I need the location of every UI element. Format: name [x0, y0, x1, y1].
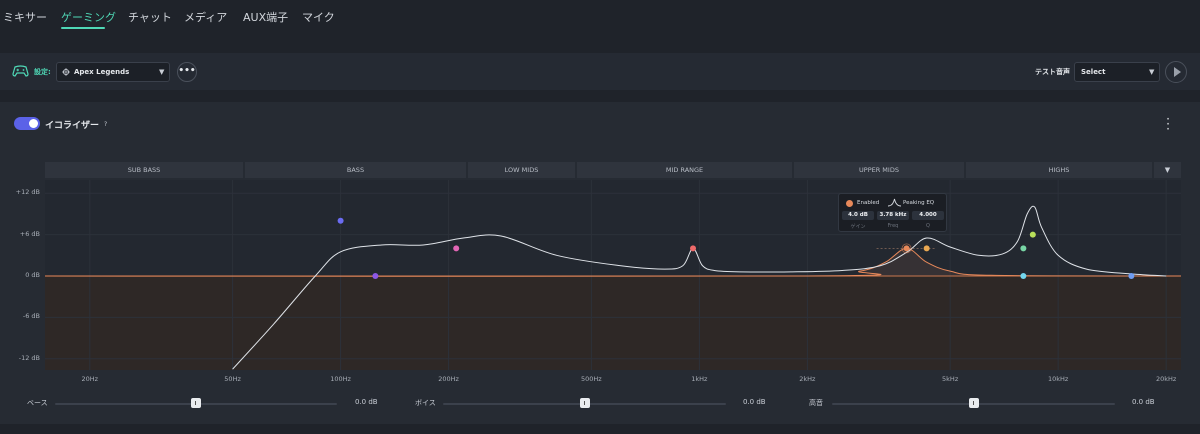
eq-band-point[interactable] [1020, 273, 1027, 279]
x-tick-label: 10kHz [1047, 375, 1069, 383]
y-tick-label: -12 dB [18, 353, 40, 362]
tab-mixer[interactable]: ミキサー [3, 11, 47, 24]
settings-label: 設定: [34, 68, 51, 76]
chevron-down-icon: ▼ [1149, 68, 1155, 76]
tab-chat[interactable]: チャット [128, 11, 172, 24]
crosshair-icon [62, 68, 70, 76]
q-field[interactable]: 4.000 [912, 211, 944, 220]
eq-band-point[interactable] [1128, 273, 1135, 279]
bass-slider-thumb[interactable] [191, 398, 201, 408]
y-tick-label: +6 dB [19, 229, 40, 238]
test-sound-select[interactable]: Select ▼ [1074, 62, 1160, 82]
voice-slider-value: 0.0 dB [743, 398, 766, 406]
equalizer-title: イコライザー [45, 121, 100, 131]
eq-point-ring [901, 243, 912, 254]
x-tick-label: 50Hz [224, 375, 241, 383]
x-tick-label: 500Hz [581, 375, 602, 383]
x-tick-label: 100Hz [330, 375, 351, 383]
help-icon[interactable]: ? [104, 121, 108, 128]
equalizer-toggle[interactable] [14, 117, 40, 130]
settings-bar: 設定: Apex Legends ▼ ••• テスト音声 Select ▼ [0, 53, 1200, 90]
total-eq-curve [232, 205, 1167, 370]
play-button[interactable] [1165, 61, 1187, 83]
selected-band-fill [45, 248, 1181, 277]
bass-slider-label: ベース [27, 399, 48, 407]
band-menu-button[interactable]: ▼ [1154, 162, 1181, 178]
preset-value: Apex Legends [74, 68, 130, 76]
eq-band-point[interactable] [923, 245, 930, 252]
x-tick-label: 20kHz [1155, 375, 1177, 383]
eq-band-point[interactable] [1020, 245, 1027, 252]
voice-slider-label: ボイス [415, 399, 436, 407]
enabled-dot[interactable] [846, 200, 853, 207]
freq-label: Freq [887, 223, 899, 229]
eq-band-point[interactable] [1029, 231, 1036, 238]
tooltip-enabled: Enabled [857, 200, 880, 206]
y-tick-label: +12 dB [15, 188, 40, 197]
tab-media[interactable]: メディア [184, 11, 228, 24]
voice-slider-thumb[interactable] [579, 398, 590, 408]
x-tick-label: 20Hz [81, 375, 99, 383]
more-options-button[interactable]: ••• [177, 62, 197, 82]
eq-band-point[interactable] [337, 217, 344, 224]
x-tick-label: 5kHz [942, 375, 959, 383]
gain-field[interactable]: 4.0 dB [842, 211, 874, 220]
eq-band-point[interactable] [903, 245, 910, 252]
x-tick-label: 2kHz [799, 375, 816, 383]
band-tooltip: Enabled Peaking EQ 4.0 dB 3.78 kHz 4.000… [838, 193, 947, 232]
x-tick-label: 1kHz [691, 375, 708, 383]
kebab-menu-icon[interactable]: · · · [1166, 112, 1170, 136]
band-low-mids[interactable]: LOW MIDS [468, 162, 575, 178]
band-sub-bass[interactable]: SUB BASS [45, 162, 243, 178]
active-tab-indicator [61, 27, 105, 29]
eq-band-point[interactable] [690, 245, 697, 252]
peaking-eq-icon [888, 198, 901, 207]
band-bass[interactable]: BASS [245, 162, 466, 178]
q-label: Q [926, 223, 930, 229]
tab-gaming[interactable]: ゲーミング [61, 11, 116, 24]
band-mid-range[interactable]: MID RANGE [577, 162, 792, 178]
play-icon [1174, 67, 1181, 77]
tab-bar: ミキサー ゲーミング チャット メディア AUX端子 マイク [0, 0, 1200, 40]
bass-slider-value: 0.0 dB [355, 398, 378, 406]
eq-band-point[interactable] [453, 245, 460, 252]
negative-region [45, 276, 1181, 370]
test-sound-value: Select [1081, 68, 1106, 76]
band-header: SUB BASS BASS LOW MIDS MID RANGE UPPER M… [45, 162, 1181, 178]
selected-band-curve [44, 247, 1182, 277]
chevron-down-icon: ▼ [159, 68, 165, 76]
band-highs[interactable]: HIGHS [966, 162, 1152, 178]
y-tick-label: 0 dB [25, 271, 40, 279]
treble-slider-value: 0.0 dB [1132, 398, 1155, 406]
treble-slider-label: 高音 [809, 399, 823, 407]
treble-slider-thumb[interactable] [968, 398, 979, 408]
toggle-knob [29, 119, 38, 128]
preset-select[interactable]: Apex Legends ▼ [56, 62, 170, 82]
tab-mic[interactable]: マイク [302, 11, 335, 24]
eq-band-point[interactable] [372, 273, 379, 279]
freq-field[interactable]: 3.78 kHz [877, 211, 909, 220]
gamepad-icon [12, 65, 29, 77]
tab-aux[interactable]: AUX端子 [243, 11, 289, 24]
y-tick-label: -6 dB [22, 312, 40, 321]
tooltip-filter-type[interactable]: Peaking EQ [903, 200, 935, 206]
test-sound-label: テスト音声 [1035, 68, 1070, 76]
x-tick-label: 200Hz [438, 375, 459, 383]
band-upper-mids[interactable]: UPPER MIDS [794, 162, 964, 178]
gain-label: ゲイン [850, 224, 866, 230]
